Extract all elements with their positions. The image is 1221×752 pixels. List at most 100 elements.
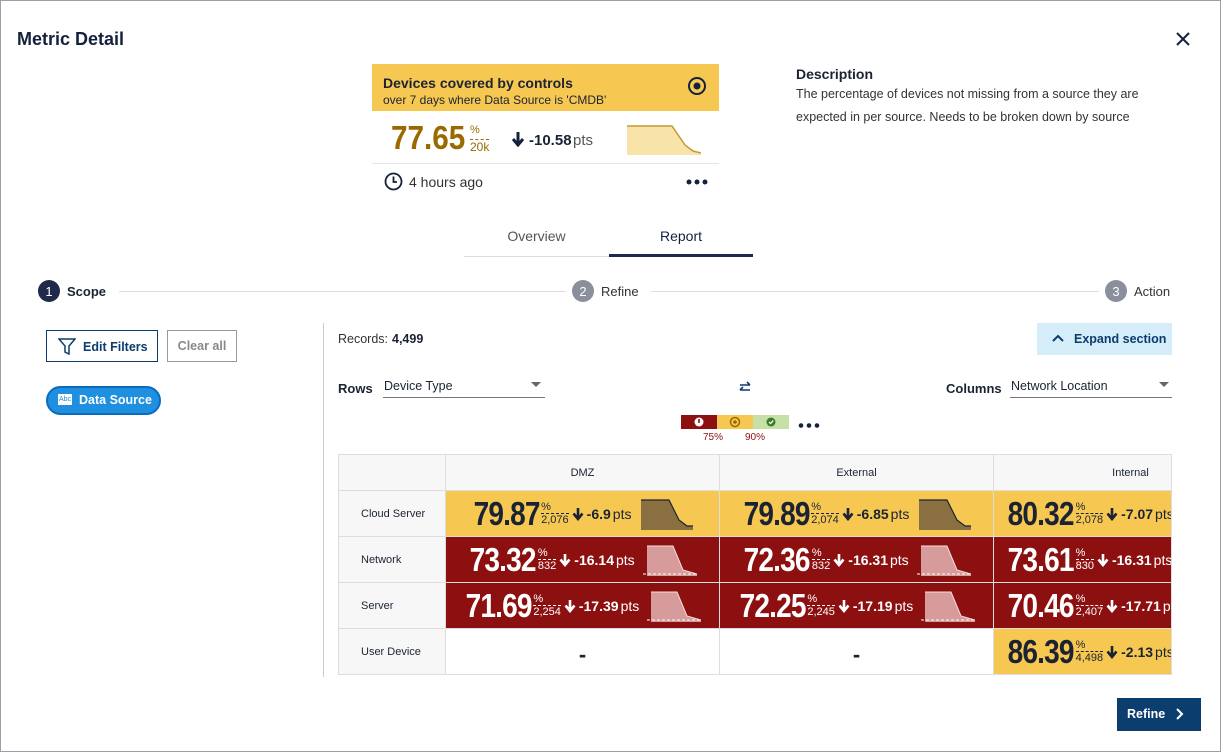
cell-count: 2,078 bbox=[1075, 513, 1104, 526]
cell-count: 830 bbox=[1075, 559, 1094, 572]
step-number: 1 bbox=[38, 280, 60, 302]
refine-button[interactable]: Refine bbox=[1117, 698, 1201, 731]
columns-select[interactable]: Network Location bbox=[1010, 377, 1172, 398]
pivot-cell[interactable]: 86.39% 4,498 -2.13 pts bbox=[994, 629, 1172, 674]
cell-change: -6.9 bbox=[586, 505, 611, 522]
pivot-table: DMZ External Internal Cloud Server 79.87% 2,0… bbox=[338, 454, 1172, 675]
rows-label: Rows bbox=[338, 381, 373, 396]
swap-button[interactable] bbox=[737, 380, 753, 394]
cell-count: 2,074 bbox=[811, 513, 839, 526]
down-arrow bbox=[1106, 645, 1118, 659]
step-label: Refine bbox=[601, 284, 639, 299]
cell-change-unit: pts bbox=[615, 551, 635, 568]
pivot-cell[interactable]: 70.46%2,407 -17.71pts bbox=[994, 583, 1171, 629]
rows-select[interactable]: Device Type bbox=[383, 377, 545, 398]
close-button[interactable] bbox=[1173, 29, 1193, 49]
step-line bbox=[119, 291, 566, 292]
cell-unit: % bbox=[533, 593, 544, 605]
tab[interactable]: Overview bbox=[507, 228, 566, 244]
cell-unit-stack: % 832 bbox=[811, 547, 831, 572]
cell-change-unit: pts bbox=[612, 505, 632, 522]
cell-unit-stack: % 2,245 bbox=[807, 593, 835, 618]
cell-change: -16.31 bbox=[848, 551, 888, 568]
down-arrow bbox=[838, 599, 850, 613]
cell-unit-stack: % 2,074 bbox=[811, 501, 839, 526]
expand-button[interactable] bbox=[1037, 323, 1172, 355]
clear-all-button[interactable]: Clear all bbox=[167, 330, 237, 362]
cell-change-unit: pts bbox=[890, 505, 910, 522]
expand-label: Expand section bbox=[1074, 332, 1167, 346]
cell-change-unit: pts bbox=[1162, 597, 1171, 614]
pivot-cell[interactable]: 79.89% 2,074 -6.85 pts bbox=[720, 491, 994, 537]
cell-change: -2.13 bbox=[1121, 643, 1154, 660]
tab-active[interactable]: Report bbox=[659, 228, 703, 244]
threshold-label: 75% bbox=[703, 432, 724, 443]
chip-icon: Abc bbox=[58, 394, 72, 405]
refine-label: Refine bbox=[1127, 707, 1166, 721]
pivot-cell[interactable]: 80.32% 2,078 -7.07 pts bbox=[994, 491, 1172, 537]
cell-unit: % bbox=[811, 547, 822, 559]
pivot-cell[interactable]: 73.61% 830 -16.31 pts bbox=[994, 537, 1171, 583]
down-arrow bbox=[559, 553, 571, 567]
description-text: The percentage of devices not missing fr… bbox=[796, 87, 1139, 124]
cell-unit-stack: % 2,076 bbox=[541, 501, 569, 526]
pivot-cell[interactable]: 72.25% 2,245 -17.19 pts bbox=[720, 583, 994, 629]
cell-value: 79.89 bbox=[743, 494, 810, 532]
cell-unit: % bbox=[811, 501, 821, 513]
chevron-right bbox=[1176, 708, 1184, 720]
column-header: Internal bbox=[994, 455, 1171, 491]
cell-change-unit: pts bbox=[1155, 505, 1172, 522]
pivot-cell[interactable]: 72.36% 832 -16.31 pts bbox=[720, 537, 994, 583]
cell-count: 832 bbox=[537, 559, 557, 572]
pivot-cell[interactable]: 71.69% 2,254 -17.39 pts bbox=[446, 583, 720, 629]
pivot-cell[interactable]: - bbox=[720, 629, 994, 674]
step-label: Action bbox=[1134, 284, 1171, 299]
cell-count: 4,498 bbox=[1075, 651, 1104, 664]
cell-change: -16.14 bbox=[574, 551, 614, 568]
cell-count: 2,245 bbox=[807, 605, 835, 618]
dialog-title: Metric Detail bbox=[17, 29, 125, 49]
row-header: Cloud Server bbox=[339, 491, 446, 537]
more-button[interactable] bbox=[798, 422, 820, 429]
cell-unit-stack: % 2,407 bbox=[1075, 593, 1104, 618]
edit-filters-button[interactable] bbox=[46, 330, 158, 362]
down-arrow bbox=[1106, 507, 1118, 521]
pivot-cell[interactable]: - bbox=[446, 629, 720, 674]
chevron-up bbox=[1052, 334, 1064, 342]
records-label: Records: bbox=[338, 332, 389, 346]
row-header: Network bbox=[339, 537, 446, 583]
cell-value: 73.32 bbox=[469, 540, 537, 578]
cell-count: 2,076 bbox=[541, 513, 569, 526]
divider bbox=[372, 163, 719, 164]
row-header: User Device bbox=[339, 629, 446, 674]
row-header: Server bbox=[339, 583, 446, 629]
down-arrow bbox=[833, 553, 845, 567]
cell-value: 72.36 bbox=[743, 540, 811, 578]
pivot-cell[interactable]: 73.32% 832 -16.14 pts bbox=[446, 537, 720, 583]
step-line bbox=[651, 291, 1099, 292]
cell-unit: % bbox=[1075, 593, 1086, 605]
cell-unit-stack: % 2,254 bbox=[533, 593, 561, 618]
cell-change-unit: pts bbox=[1155, 643, 1172, 660]
sparkline bbox=[641, 498, 694, 530]
cell-unit: % bbox=[1075, 501, 1086, 513]
sparkline bbox=[919, 498, 972, 530]
cell-value: 70.46 bbox=[1007, 586, 1075, 624]
card-subtitle: over 7 days where Data Source is 'CMDB' bbox=[383, 93, 607, 107]
cell-count: 2,407 bbox=[1075, 605, 1104, 618]
down-arrow bbox=[842, 507, 854, 521]
card-header bbox=[372, 64, 719, 111]
cell-unit: % bbox=[807, 593, 818, 605]
card-count: 20k bbox=[470, 139, 490, 154]
dropdown-arrow bbox=[531, 382, 541, 387]
cell-change: -7.07 bbox=[1121, 505, 1154, 522]
updated-time: 4 hours ago bbox=[409, 174, 483, 190]
cell-change: -6.85 bbox=[856, 505, 889, 522]
column-header: External bbox=[720, 455, 994, 491]
pivot-cell[interactable]: 79.87% 2,076 -6.9 pts bbox=[446, 491, 720, 537]
sparkline bbox=[921, 591, 976, 622]
tab-indicator bbox=[609, 254, 753, 257]
cell-value: 73.61 bbox=[1007, 540, 1075, 578]
cell-change: -17.19 bbox=[852, 597, 893, 614]
more-button[interactable] bbox=[685, 178, 709, 186]
